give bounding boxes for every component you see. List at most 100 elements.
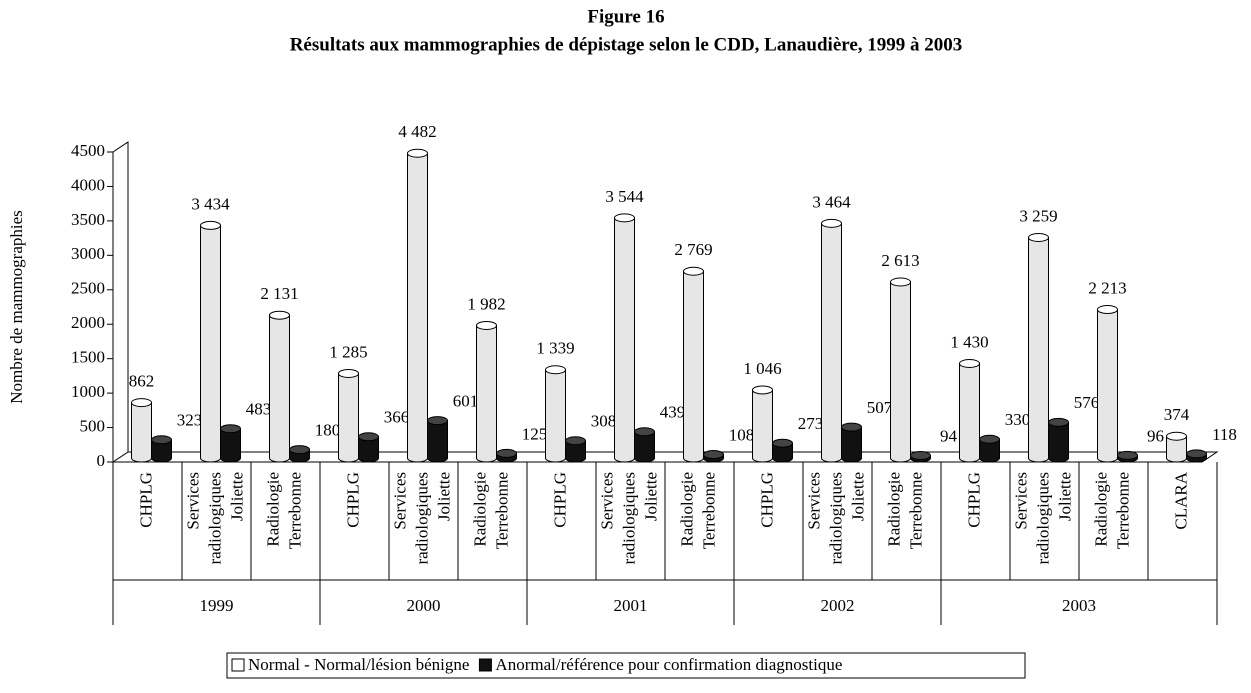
- x-tick-label: Radiologie: [677, 472, 696, 547]
- x-tick-label: Services: [804, 472, 823, 530]
- bar-part: [565, 436, 586, 446]
- bar-part: [980, 439, 999, 458]
- bar-part: [476, 320, 497, 330]
- bar-part: [338, 368, 359, 378]
- bar-part: [910, 451, 931, 461]
- group-label: 2002: [821, 596, 855, 615]
- bar-part: [1048, 417, 1069, 427]
- bar: [752, 385, 773, 463]
- value-label: 507: [867, 398, 893, 417]
- bar-part: [151, 435, 172, 445]
- x-tick-label: Services: [390, 472, 409, 530]
- bar-part: [979, 434, 1000, 444]
- x-tick-label: radiologiques: [412, 472, 431, 565]
- legend-swatch: [478, 658, 492, 672]
- value-label: 1 285: [329, 342, 367, 361]
- value-label: 439: [660, 403, 686, 422]
- value-label: 366: [384, 408, 410, 427]
- bar-part: [1049, 422, 1068, 458]
- bar: [703, 450, 724, 463]
- x-tick-label: radiologiques: [826, 472, 845, 565]
- bar-part: [752, 385, 773, 395]
- bar-part: [428, 420, 447, 458]
- value-label: 601: [453, 392, 479, 411]
- x-tick-label: radiologiques: [205, 472, 224, 565]
- bar-part: [131, 398, 152, 408]
- bar-part: [683, 266, 704, 276]
- value-label: 1 430: [950, 332, 988, 351]
- bar: [1048, 417, 1069, 463]
- bar: [772, 438, 793, 463]
- bar: [634, 427, 655, 463]
- bar: [338, 368, 359, 463]
- bar: [289, 445, 310, 463]
- x-tick-label: Services: [1011, 472, 1030, 530]
- x-tick-label: Joliette: [848, 472, 867, 521]
- bar-part: [408, 153, 427, 459]
- chart-subtitle: Résultats aux mammographies de dépistage…: [290, 34, 963, 55]
- y-axis-label: Nombre de mammographies: [7, 210, 26, 404]
- legend-box: [226, 652, 1026, 679]
- bar-part: [566, 440, 585, 458]
- bar: [565, 436, 586, 463]
- y-tick-label: 1000: [71, 382, 105, 401]
- bar-part: [615, 217, 634, 458]
- group-label: 2000: [407, 596, 441, 615]
- value-label: 3 259: [1019, 206, 1057, 225]
- bar: [476, 320, 497, 463]
- x-tick-label: Radiologie: [884, 472, 903, 547]
- x-tick-label: Terrebonne: [492, 472, 511, 549]
- bar: [614, 213, 635, 463]
- bar-part: [684, 271, 703, 458]
- x-tick-label: CHPLG: [343, 472, 362, 528]
- bar: [979, 434, 1000, 463]
- value-label: 1 339: [536, 339, 574, 358]
- bar-part: [1098, 309, 1117, 458]
- bar-part: [221, 428, 240, 458]
- x-tick-label: Joliette: [641, 472, 660, 521]
- bar: [1097, 305, 1118, 463]
- bar: [1028, 232, 1049, 463]
- value-label: 2 769: [674, 240, 712, 259]
- x-tick-label: Radiologie: [1091, 472, 1110, 547]
- y-tick-label: 500: [80, 416, 106, 435]
- y-tick-label: 4000: [71, 175, 105, 194]
- bar-part: [1117, 450, 1138, 460]
- y-tick-label: 2000: [71, 313, 105, 332]
- legend-swatch: [231, 658, 245, 672]
- x-tick-label: Services: [597, 472, 616, 530]
- x-tick-label: Joliette: [1055, 472, 1074, 521]
- bar-part: [546, 369, 565, 458]
- bar-part: [634, 427, 655, 437]
- bar: [269, 310, 290, 463]
- bar-part: [1028, 232, 1049, 242]
- x-tick-label: radiologiques: [619, 472, 638, 565]
- value-label: 308: [591, 412, 617, 431]
- value-label: 330: [1005, 410, 1031, 429]
- bar-part: [959, 358, 980, 368]
- x-tick-label: Terrebonne: [699, 472, 718, 549]
- value-label: 118: [1212, 425, 1237, 444]
- bar: [200, 220, 221, 463]
- x-tick-label: Terrebonne: [1113, 472, 1132, 549]
- value-label: 3 434: [191, 194, 230, 213]
- value-label: 2 613: [881, 251, 919, 270]
- bar-part: [822, 223, 841, 458]
- bar: [545, 365, 566, 463]
- bar-part: [841, 422, 862, 432]
- bar-part: [545, 365, 566, 375]
- bar-part: [1186, 449, 1207, 459]
- bar-part: [635, 431, 654, 458]
- x-tick-label: Joliette: [434, 472, 453, 521]
- bar: [959, 358, 980, 463]
- bar-part: [359, 436, 378, 458]
- bar-part: [1167, 436, 1186, 458]
- y-tick-label: 3000: [71, 244, 105, 263]
- y-tick-label: 3500: [71, 210, 105, 229]
- value-label: 576: [1074, 393, 1100, 412]
- bar: [1186, 449, 1207, 463]
- bar-part: [358, 432, 379, 442]
- value-label: 4 482: [398, 122, 436, 141]
- bar-part: [407, 148, 428, 158]
- bar-part: [152, 439, 171, 458]
